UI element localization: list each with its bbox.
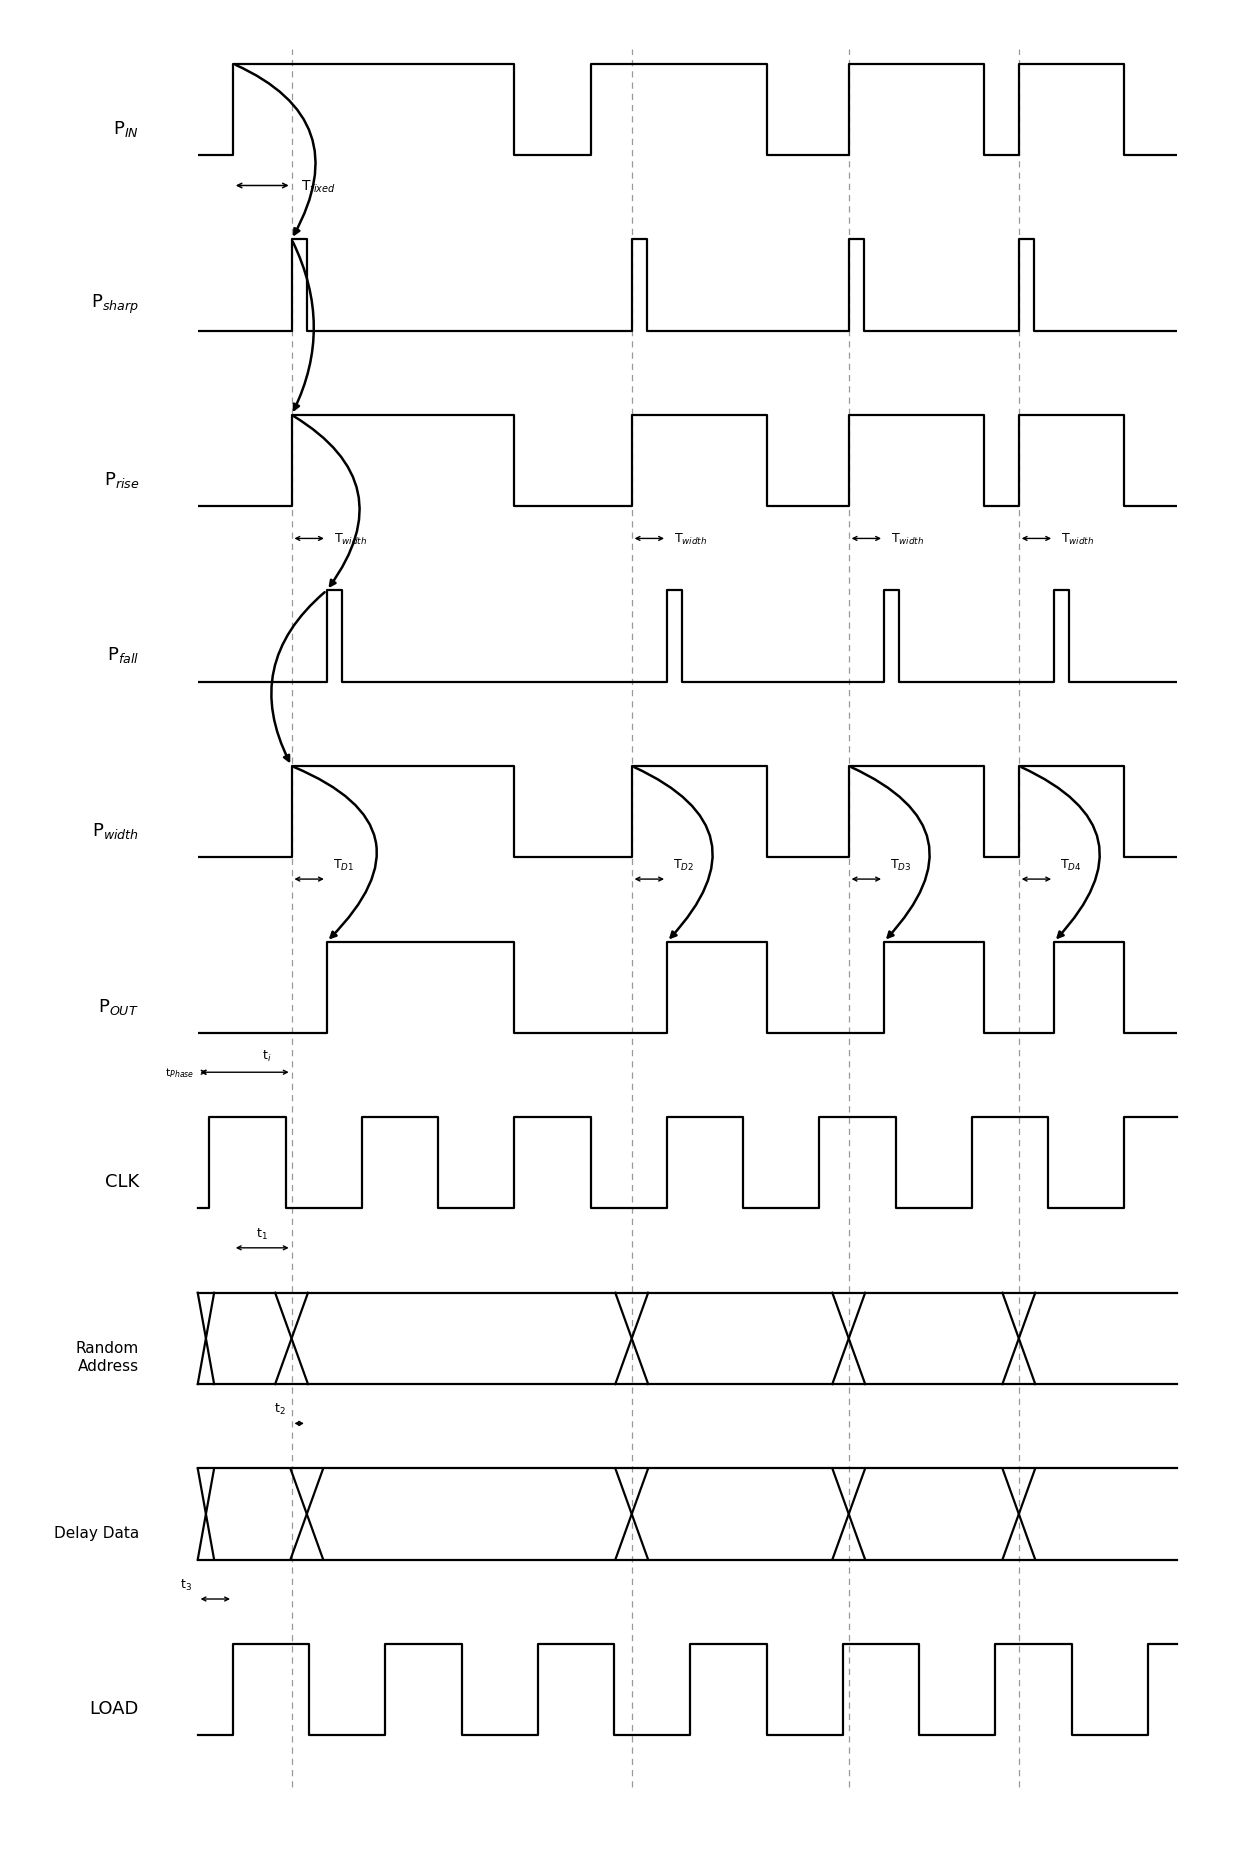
FancyArrowPatch shape (294, 768, 377, 938)
FancyArrowPatch shape (236, 66, 315, 236)
Text: t$_{Phase}$: t$_{Phase}$ (165, 1066, 195, 1079)
Text: T$_{D2}$: T$_{D2}$ (673, 858, 694, 873)
Text: P$_{IN}$: P$_{IN}$ (113, 118, 139, 139)
FancyArrowPatch shape (272, 594, 325, 762)
Text: P$_{OUT}$: P$_{OUT}$ (98, 996, 139, 1015)
Text: T$_{width}$: T$_{width}$ (892, 532, 924, 547)
Text: LOAD: LOAD (89, 1699, 139, 1718)
Text: t$_1$: t$_1$ (257, 1225, 268, 1240)
Text: Random
Address: Random Address (76, 1341, 139, 1373)
Text: t$_i$: t$_i$ (262, 1049, 272, 1064)
Text: P$_{fall}$: P$_{fall}$ (107, 644, 139, 665)
FancyArrowPatch shape (294, 418, 360, 586)
FancyArrowPatch shape (1022, 768, 1100, 938)
Text: T$_{D1}$: T$_{D1}$ (332, 858, 353, 873)
Text: T$_{D4}$: T$_{D4}$ (1060, 858, 1081, 873)
Text: T$_{D3}$: T$_{D3}$ (890, 858, 911, 873)
FancyArrowPatch shape (635, 768, 713, 938)
Text: P$_{rise}$: P$_{rise}$ (104, 470, 139, 489)
Text: CLK: CLK (105, 1172, 139, 1191)
Text: t$_3$: t$_3$ (180, 1577, 192, 1592)
Text: t$_2$: t$_2$ (274, 1401, 285, 1416)
Text: P$_{width}$: P$_{width}$ (92, 820, 139, 841)
Text: P$_{sharp}$: P$_{sharp}$ (92, 292, 139, 315)
Text: T$_{fixed}$: T$_{fixed}$ (301, 178, 336, 195)
Text: T$_{width}$: T$_{width}$ (1061, 532, 1095, 547)
Text: Delay Data: Delay Data (53, 1525, 139, 1540)
FancyArrowPatch shape (293, 243, 314, 410)
Text: T$_{width}$: T$_{width}$ (675, 532, 707, 547)
FancyArrowPatch shape (852, 768, 930, 938)
Text: T$_{width}$: T$_{width}$ (334, 532, 367, 547)
